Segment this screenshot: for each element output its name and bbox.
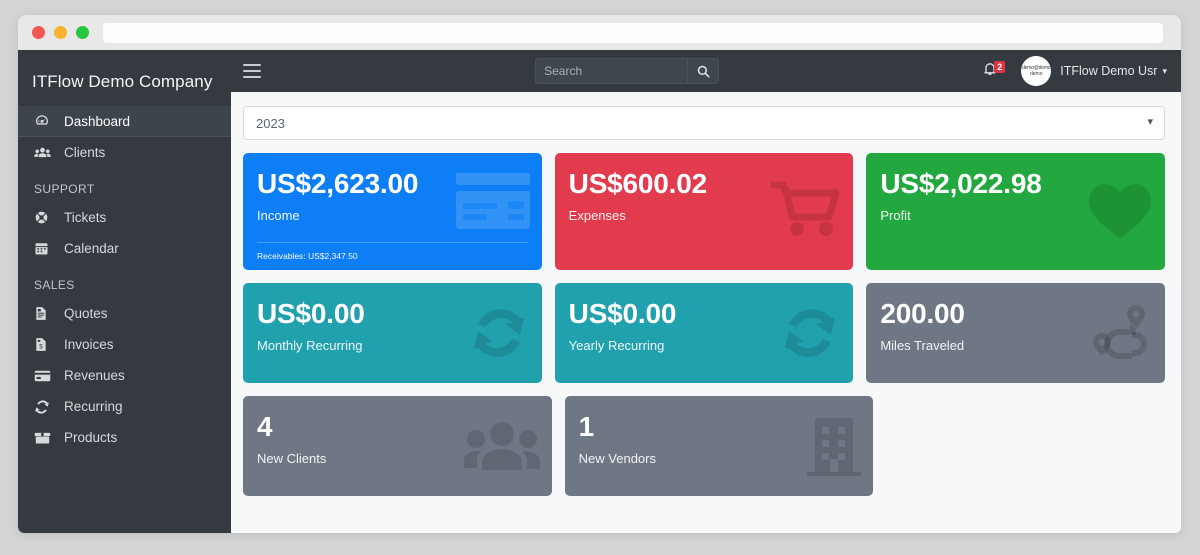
stat-card-row: US$0.00 Monthly Recurring US$0.00 Yearly… [243, 283, 1166, 383]
sync-icon [779, 304, 841, 362]
stat-card-label: Miles Traveled [880, 338, 965, 353]
sidebar-item-label: Clients [64, 145, 106, 160]
building-icon [807, 416, 862, 476]
app-shell: ITFlow Demo Company Dashboard [18, 50, 1181, 533]
stat-card-new-vendors[interactable]: 1 New Vendors [564, 396, 874, 496]
users-icon [463, 418, 540, 474]
stat-card-value: US$2,623.00 [257, 168, 419, 199]
sidebar-item-label: Quotes [64, 306, 108, 321]
content-column: 2 demo@demo demo ITFlow Demo Usr ▾ 2023 [231, 50, 1181, 533]
stat-card-income[interactable]: US$2,623.00 Income Receivables: US$2,347… [243, 153, 542, 270]
chevron-down-icon: ▾ [1162, 65, 1167, 76]
stat-card-value: US$2,022.98 [880, 168, 1042, 199]
sync-icon [34, 399, 56, 415]
box-icon [34, 431, 56, 445]
topbar: 2 demo@demo demo ITFlow Demo Usr ▾ [231, 50, 1181, 92]
stat-card-monthly-recurring[interactable]: US$0.00 Monthly Recurring [243, 283, 542, 383]
sidebar-item-invoices[interactable]: $ Invoices [18, 329, 231, 360]
sidebar-item-label: Revenues [64, 368, 125, 383]
stat-card-label: Monthly Recurring [257, 338, 363, 353]
address-bar[interactable] [103, 22, 1163, 43]
sidebar-item-tickets[interactable]: Tickets [18, 202, 231, 233]
sidebar-item-products[interactable]: Products [18, 422, 231, 453]
stat-card-row: 4 New Clients [243, 396, 1165, 496]
stat-card-label: New Vendors [578, 451, 656, 466]
year-select[interactable]: 2023 [243, 106, 1165, 140]
stat-card-label: Yearly Recurring [568, 338, 665, 353]
user-menu[interactable]: ITFlow Demo Usr ▾ [1060, 64, 1167, 78]
avatar-line-2: demo [1029, 71, 1043, 77]
stat-card-profit[interactable]: US$2,022.98 Profit [866, 153, 1166, 270]
sidebar-item-label: Invoices [64, 337, 114, 352]
sidebar-brand[interactable]: ITFlow Demo Company [32, 72, 213, 91]
stat-card-value: US$600.02 [568, 168, 708, 199]
notification-count-badge: 2 [994, 60, 1006, 73]
file-invoice-icon [34, 306, 56, 321]
gauge-icon [34, 113, 56, 129]
stat-card-label: New Clients [257, 451, 327, 466]
search-input[interactable] [535, 58, 688, 84]
sidebar-item-label: Tickets [64, 210, 107, 225]
stat-card-label: Income [257, 208, 300, 223]
maximize-window-button[interactable] [76, 26, 89, 39]
avatar[interactable]: demo@demo demo [1021, 56, 1052, 86]
close-window-button[interactable] [32, 26, 45, 39]
user-menu-label: ITFlow Demo Usr [1060, 64, 1158, 78]
sync-icon [468, 304, 530, 362]
credit-card-icon [34, 369, 56, 383]
stat-card-row: US$2,623.00 Income Receivables: US$2,347… [243, 153, 1166, 270]
minimize-window-button[interactable] [54, 26, 67, 39]
shopping-cart-icon [769, 181, 841, 243]
users-icon [34, 145, 56, 161]
search-icon [697, 65, 710, 78]
search-button[interactable] [687, 58, 720, 84]
sidebar-item-calendar[interactable]: Calendar [18, 233, 231, 264]
stat-card-label: Profit [880, 208, 911, 223]
main-content: 2023 ▾ US$2,623.00 Income Receivables: U… [231, 92, 1181, 533]
sidebar-item-recurring[interactable]: Recurring [18, 391, 231, 422]
stat-card-value: US$0.00 [257, 298, 365, 329]
stat-card-yearly-recurring[interactable]: US$0.00 Yearly Recurring [554, 283, 854, 383]
stat-card-label: Expenses [568, 208, 626, 223]
sidebar-item-dashboard[interactable]: Dashboard [18, 106, 231, 137]
sidebar-heading-sales: SALES [34, 278, 75, 292]
browser-titlebar [18, 15, 1181, 50]
stat-card-miles-traveled[interactable]: 200.00 Miles Traveled [866, 283, 1166, 383]
stat-card-value: 200.00 [880, 298, 965, 329]
hamburger-icon[interactable] [243, 64, 261, 78]
credit-card-icon [455, 173, 530, 229]
life-ring-icon [34, 210, 56, 225]
empty-grid-slot [886, 396, 1165, 496]
notifications-button[interactable]: 2 [983, 60, 1006, 81]
sidebar-item-clients[interactable]: Clients [18, 137, 231, 168]
stat-card-value: 1 [578, 411, 595, 442]
year-filter: 2023 ▾ [243, 106, 1165, 140]
sidebar-item-label: Calendar [64, 241, 119, 256]
stat-card-expenses[interactable]: US$600.02 Expenses [554, 153, 854, 270]
search-group [535, 58, 720, 84]
sidebar-item-label: Products [64, 430, 118, 445]
heart-icon [1087, 182, 1153, 242]
sidebar-item-label: Recurring [64, 399, 123, 414]
sidebar-item-revenues[interactable]: Revenues [18, 360, 231, 391]
browser-window: ITFlow Demo Company Dashboard [18, 15, 1181, 533]
card-divider [257, 242, 528, 243]
sidebar-item-label: Dashboard [64, 113, 131, 129]
sidebar-heading-support: SUPPORT [34, 182, 95, 196]
stat-card-value: 4 [257, 411, 273, 442]
stat-card-new-clients[interactable]: 4 New Clients [243, 396, 552, 496]
calendar-icon [34, 241, 56, 256]
sidebar-item-quotes[interactable]: Quotes [18, 298, 231, 329]
route-icon [1089, 303, 1153, 363]
stat-card-value: US$0.00 [568, 298, 677, 329]
avatar-line-1: demo@demo [1022, 65, 1051, 71]
window-controls [32, 26, 89, 39]
file-dollar-icon: $ [34, 337, 56, 352]
sidebar: ITFlow Demo Company Dashboard [18, 50, 231, 533]
stat-card-footer: Receivables: US$2,347.50 [257, 251, 358, 261]
svg-text:$: $ [39, 343, 43, 350]
